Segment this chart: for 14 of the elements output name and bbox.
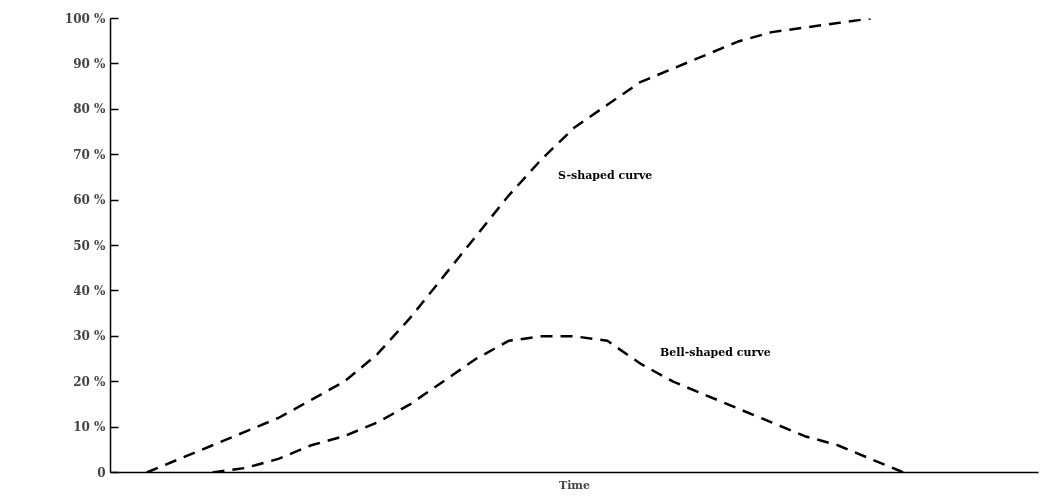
y-tick-label: 20 % [73,374,107,389]
y-tick-label: 100 % [64,11,107,26]
y-tick-label: 50 % [73,238,107,253]
series-label: Bell-shaped curve [660,346,771,359]
y-tick-label: 10 % [73,420,107,435]
y-tick-label: 70 % [73,147,107,162]
x-axis-title: Time [559,478,591,492]
series-label: S-shaped curve [558,168,653,182]
y-tick-label: 90 % [73,56,107,71]
y-tick-label: 40 % [73,283,107,298]
y-tick-label: 0 [97,465,106,480]
y-tick-label: 60 % [73,193,107,208]
y-tick-label: 30 % [73,329,107,344]
y-tick-label: 80 % [73,102,107,117]
